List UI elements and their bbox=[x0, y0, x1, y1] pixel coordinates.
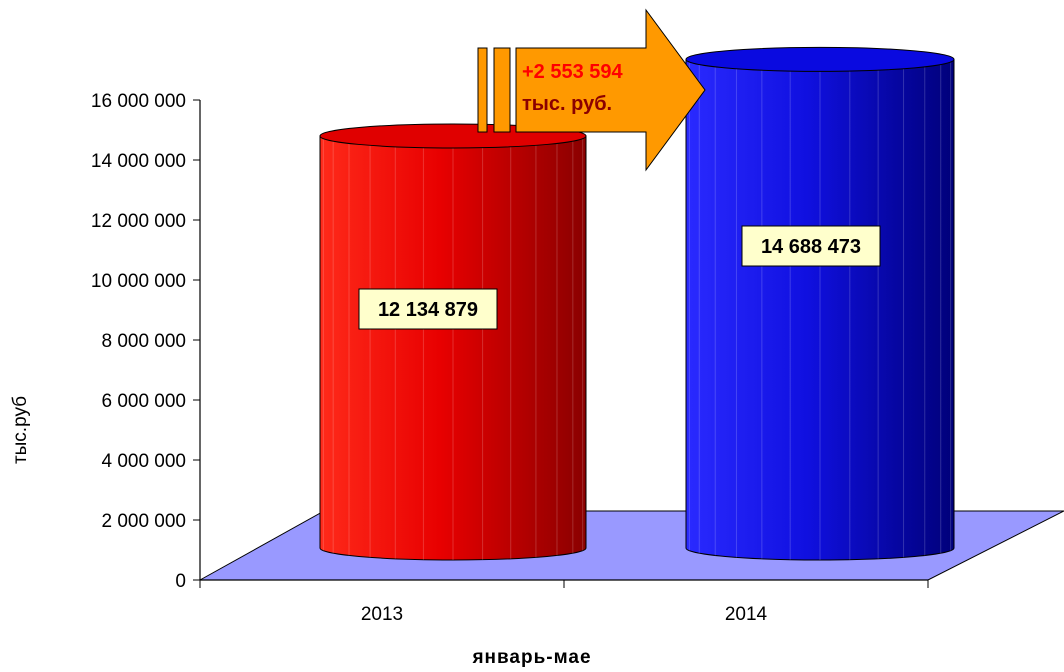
bar-body bbox=[319, 135, 587, 561]
annotation-arrow bbox=[515, 8, 706, 172]
annotation-unit: тыс. руб. bbox=[522, 93, 612, 115]
y-tick-label: 6 000 000 bbox=[101, 391, 186, 412]
data-label: 14 688 473 bbox=[761, 236, 861, 258]
annotation-stripe-1 bbox=[477, 47, 488, 133]
y-tick-label: 12 000 000 bbox=[91, 211, 186, 232]
annotation-delta: +2 553 594 bbox=[522, 61, 624, 83]
y-axis-title: тыс.руб bbox=[10, 396, 31, 464]
x-tick-label: 2013 bbox=[361, 604, 403, 625]
bar-top bbox=[685, 46, 955, 72]
y-tick-label: 0 bbox=[175, 571, 186, 592]
y-ticks: 0 2 000 000 4 000 000 6 000 000 8 000 000 10 … bbox=[91, 91, 200, 592]
y-tick-label: 10 000 000 bbox=[91, 271, 186, 292]
data-label: 12 134 879 bbox=[378, 299, 478, 321]
y-tick-label: 14 000 000 bbox=[91, 151, 186, 172]
data-label-box bbox=[358, 288, 498, 330]
data-label-box bbox=[741, 225, 881, 267]
bars: 12 134 879 14 688 473 bbox=[319, 46, 955, 561]
bar-2013: 12 134 879 bbox=[319, 123, 587, 561]
bar-2014: 14 688 473 bbox=[685, 46, 955, 561]
x-tick-label: 2014 bbox=[725, 604, 768, 625]
x-ticks: 2013 2014 bbox=[199, 580, 929, 625]
annotation-stripe-2 bbox=[493, 47, 511, 133]
x-axis-title: январь-мае bbox=[471, 647, 591, 668]
difference-annotation: +2 553 594 тыс. руб. bbox=[477, 8, 706, 172]
y-tick-label: 2 000 000 bbox=[101, 511, 186, 532]
y-tick-label: 4 000 000 bbox=[101, 451, 186, 472]
y-tick-label: 16 000 000 bbox=[91, 91, 186, 112]
bar-body bbox=[685, 58, 955, 561]
y-tick-label: 8 000 000 bbox=[101, 331, 186, 352]
